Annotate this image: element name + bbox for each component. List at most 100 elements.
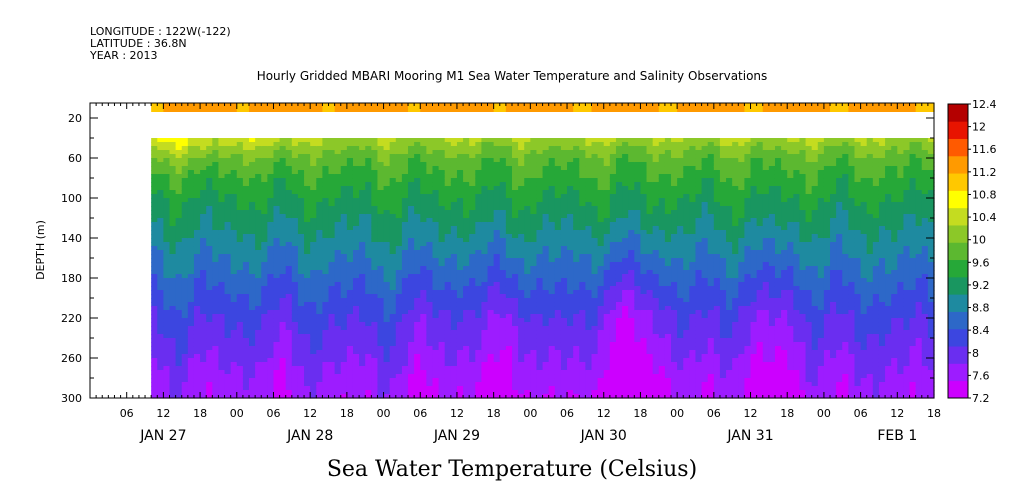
heatmap-cell [297, 366, 305, 371]
heatmap-cell [169, 370, 177, 375]
heatmap-cell [242, 358, 250, 363]
heatmap-cell [395, 238, 403, 243]
heatmap-cell [285, 362, 293, 367]
heatmap-cell [249, 103, 256, 112]
heatmap-cell [181, 222, 189, 227]
heatmap-cell [273, 214, 281, 219]
heatmap-cell [206, 334, 213, 339]
heatmap-cell [310, 198, 317, 203]
heatmap-cell [499, 214, 507, 219]
heatmap-cell [444, 170, 452, 175]
heatmap-cell [505, 298, 513, 303]
heatmap-cell [536, 314, 544, 319]
heatmap-cell [414, 226, 421, 231]
heatmap-cell [597, 394, 605, 399]
heatmap-cell [285, 186, 293, 191]
heatmap-cell [438, 282, 446, 287]
heatmap-cell [420, 246, 427, 251]
heatmap-cell [328, 342, 336, 347]
heatmap-cell [530, 246, 538, 251]
heatmap-cell [230, 366, 238, 371]
heatmap-cell [450, 182, 458, 187]
heatmap-cell [579, 334, 586, 339]
heatmap-cell [475, 174, 483, 179]
heatmap-cell [206, 226, 213, 231]
heatmap-cell [291, 330, 299, 335]
heatmap-cell [249, 346, 256, 351]
heatmap-cell [279, 346, 287, 351]
heatmap-cell [249, 170, 256, 175]
heatmap-cell [249, 242, 256, 247]
heatmap-cell [377, 282, 385, 287]
heatmap-cell [512, 234, 519, 239]
heatmap-cell [444, 238, 452, 243]
heatmap-cell [438, 278, 446, 283]
heatmap-cell [487, 262, 495, 267]
heatmap-cell [456, 198, 464, 203]
heatmap-cell [463, 298, 470, 303]
heatmap-cell [230, 390, 238, 395]
heatmap-cell [426, 282, 434, 287]
heatmap-cell [236, 218, 244, 223]
heatmap-cell [359, 210, 366, 215]
heatmap-cell [414, 278, 421, 283]
heatmap-cell [279, 378, 287, 383]
heatmap-cell [157, 258, 164, 263]
heatmap-cell [585, 142, 593, 147]
heatmap-cell [548, 222, 556, 227]
heatmap-cell [426, 310, 434, 315]
heatmap-cell [530, 354, 538, 359]
heatmap-cell [175, 230, 183, 235]
heatmap-cell [591, 306, 599, 311]
heatmap-cell [279, 386, 287, 391]
heatmap-cell [475, 150, 483, 155]
heatmap-cell [499, 382, 507, 387]
heatmap-cell [218, 266, 226, 271]
heatmap-cell [463, 222, 470, 227]
heatmap-cell [408, 378, 415, 383]
heatmap-cell [408, 254, 415, 259]
heatmap-cell [371, 326, 379, 331]
heatmap-cell [518, 198, 525, 203]
heatmap-cell [273, 334, 281, 339]
heatmap-cell [249, 218, 256, 223]
heatmap-cell [597, 202, 605, 207]
heatmap-cell [242, 250, 250, 255]
heatmap-cell [310, 242, 317, 247]
heatmap-cell [291, 306, 299, 311]
heatmap-cell [249, 286, 256, 291]
heatmap-cell [591, 346, 599, 351]
heatmap-cell [542, 290, 550, 295]
heatmap-cell [273, 190, 281, 195]
heatmap-cell [359, 298, 366, 303]
heatmap-cell [346, 374, 354, 379]
heatmap-cell [505, 282, 513, 287]
heatmap-cell [151, 302, 158, 307]
heatmap-cell [371, 246, 379, 251]
heatmap-cell [426, 146, 434, 151]
heatmap-cell [536, 103, 544, 112]
heatmap-cell [420, 298, 427, 303]
heatmap-cell [505, 302, 513, 307]
heatmap-cell [365, 142, 372, 147]
heatmap-cell [206, 162, 213, 167]
heatmap-cell [548, 306, 556, 311]
heatmap-cell [597, 150, 605, 155]
heatmap-cell [230, 166, 238, 171]
heatmap-cell [163, 274, 171, 279]
heatmap-cell [377, 230, 385, 235]
heatmap-cell [249, 262, 256, 267]
heatmap-cell [475, 390, 483, 395]
heatmap-cell [389, 302, 397, 307]
heatmap-cell [249, 306, 256, 311]
heatmap-cell [585, 210, 593, 215]
heatmap-cell [414, 170, 421, 175]
heatmap-cell [481, 386, 489, 391]
heatmap-cell [365, 218, 372, 223]
heatmap-cell [438, 178, 446, 183]
heatmap-cell [340, 246, 348, 251]
heatmap-cell [542, 386, 550, 391]
heatmap-cell [316, 262, 324, 267]
heatmap-cell [206, 234, 213, 239]
heatmap-cell [377, 258, 385, 263]
